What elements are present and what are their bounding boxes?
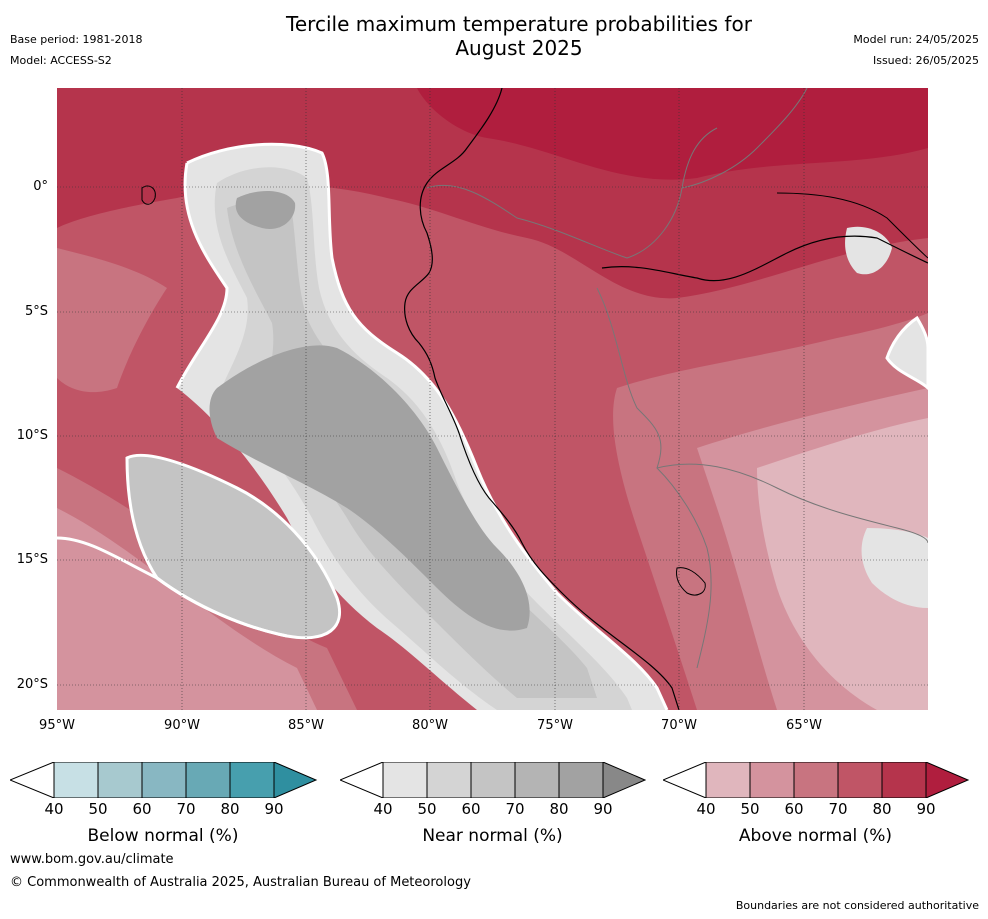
- model-name: Model: ACCESS-S2: [10, 54, 112, 67]
- cb-above-tick-50: 50: [740, 800, 760, 818]
- meta-right: Model run: 24/05/2025 Issued: 26/05/2025: [853, 29, 979, 71]
- lake-titicaca: [676, 567, 706, 596]
- threshold-outline-sw: [57, 536, 288, 638]
- cb-above-tick-60: 60: [784, 800, 804, 818]
- cb-below-tick-80: 80: [220, 800, 240, 818]
- rio-negro-river: [776, 192, 928, 259]
- galapagos-islands: [141, 185, 156, 205]
- threshold-outline-east: [186, 142, 669, 710]
- lon-label-75w: 75°W: [537, 718, 573, 733]
- cb-below-tick-40: 40: [44, 800, 64, 818]
- issued-date: Issued: 26/05/2025: [872, 54, 979, 67]
- threshold-outline-west: [175, 162, 229, 389]
- probability-map[interactable]: [57, 88, 928, 710]
- above-normal-90-region: [417, 88, 928, 180]
- website-link[interactable]: www.bom.gov.au/climate: [10, 852, 174, 867]
- cb-near-tick-60: 60: [461, 800, 481, 818]
- colorbar-above-normal: [663, 762, 970, 798]
- cb-below-tick-70: 70: [176, 800, 196, 818]
- lon-label-80w: 80°W: [412, 718, 448, 733]
- near-normal-80-region: [209, 345, 530, 631]
- cb-near-tick-90: 90: [593, 800, 613, 818]
- threshold-outline-south: [125, 453, 341, 640]
- cb-near-tick-80: 80: [549, 800, 569, 818]
- border-bolivia-brazil: [656, 463, 928, 544]
- cb-below-tick-90: 90: [264, 800, 284, 818]
- cb-above-tick-70: 70: [828, 800, 848, 818]
- map-title: Tercile maximum temperature probabilitie…: [244, 12, 794, 60]
- near-normal-patch-ne: [845, 226, 892, 275]
- near-normal-region-east: [887, 318, 928, 388]
- above-normal-60-region-west: [57, 248, 167, 393]
- lat-label-10s: 10°S: [16, 428, 48, 443]
- cb-above-title: Above normal (%): [738, 826, 893, 846]
- cb-below-title: Below normal (%): [87, 826, 239, 846]
- border-colombia-ecuador-peru: [426, 127, 718, 259]
- map-title-line2: August 2025: [455, 36, 583, 60]
- map-title-line1: Tercile maximum temperature probabilitie…: [286, 12, 752, 36]
- near-normal-region-se: [861, 528, 928, 608]
- model-run: Model run: 24/05/2025: [853, 33, 979, 46]
- cb-near-title: Near normal (%): [422, 826, 563, 846]
- lon-label-70w: 70°W: [661, 718, 697, 733]
- cb-above-tick-90: 90: [916, 800, 936, 818]
- amazon-river: [601, 235, 928, 282]
- threshold-outline-east-patch: [885, 315, 928, 391]
- border-colombia-venezuela: [681, 88, 808, 189]
- near-normal-80-patch-north: [235, 191, 296, 229]
- cb-near-tick-70: 70: [505, 800, 525, 818]
- boundaries-disclaimer: Boundaries are not considered authoritat…: [735, 899, 979, 912]
- cb-above-tick-40: 40: [696, 800, 716, 818]
- lon-label-65w: 65°W: [786, 718, 822, 733]
- lat-label-15s: 15°S: [16, 552, 48, 567]
- cb-near-tick-40: 40: [373, 800, 393, 818]
- lat-label-0: 0°: [33, 179, 48, 194]
- copyright-notice: © Commonwealth of Australia 2025, Austra…: [10, 875, 471, 890]
- lon-label-85w: 85°W: [288, 718, 324, 733]
- map-gridlines: [57, 88, 928, 710]
- cb-below-tick-50: 50: [88, 800, 108, 818]
- meta-left: Base period: 1981-2018 Model: ACCESS-S2: [10, 29, 142, 71]
- cb-near-tick-50: 50: [417, 800, 437, 818]
- colorbar-near-normal: [340, 762, 646, 798]
- lat-label-5s: 5°S: [24, 304, 48, 319]
- colorbar-below-normal: [10, 762, 318, 798]
- lat-label-20s: 20°S: [16, 677, 48, 692]
- lon-label-95w: 95°W: [39, 718, 75, 733]
- lon-label-90w: 90°W: [164, 718, 200, 733]
- coastline-south-america: [404, 88, 680, 710]
- cb-below-tick-60: 60: [132, 800, 152, 818]
- base-period: Base period: 1981-2018: [10, 33, 143, 46]
- above-normal-40-region-east: [757, 418, 928, 710]
- cb-above-tick-80: 80: [872, 800, 892, 818]
